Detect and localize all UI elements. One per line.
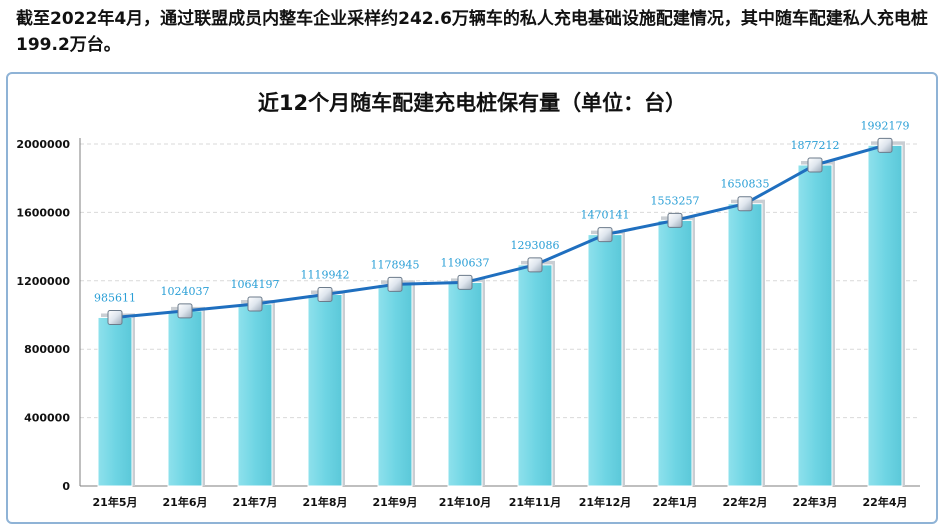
series-line xyxy=(114,143,886,319)
x-tick-label: 22年1月 xyxy=(653,495,698,509)
bar xyxy=(167,310,203,487)
y-tick-label: 1600000 xyxy=(16,206,70,219)
data-label: 1119942 xyxy=(301,268,350,281)
line-marker xyxy=(177,303,193,319)
x-tick-label: 21年11月 xyxy=(509,495,562,509)
line-marker xyxy=(667,212,683,228)
axis-layer: 0 400000 800000 1200000 1600000 2000000 21年5月 2… xyxy=(16,138,920,509)
line-marker xyxy=(807,157,823,173)
bar xyxy=(307,293,343,487)
bar xyxy=(97,316,133,487)
bar xyxy=(517,264,553,487)
line-marker xyxy=(107,309,123,325)
x-tick-label: 21年9月 xyxy=(373,495,418,509)
line-marker xyxy=(317,286,333,302)
bar xyxy=(727,203,763,487)
line-marker xyxy=(387,276,403,292)
data-label: 1064197 xyxy=(231,278,280,291)
grid-layer xyxy=(80,143,920,419)
data-label: 1190637 xyxy=(441,256,490,269)
bar xyxy=(237,303,273,487)
intro-paragraph: 截至2022年4月，通过联盟成员内整车企业采样约242.6万辆车的私人充电基础设… xyxy=(16,9,928,55)
y-tick-label: 800000 xyxy=(24,343,70,356)
x-tick-label: 22年4月 xyxy=(863,495,908,509)
x-tick-label: 21年12月 xyxy=(579,495,632,509)
bar xyxy=(447,281,483,487)
bar xyxy=(377,283,413,487)
data-label: 1992179 xyxy=(861,119,910,132)
x-tick-label: 22年2月 xyxy=(723,495,768,509)
bar-layer xyxy=(97,141,905,487)
line-marker xyxy=(527,257,543,273)
data-label: 985611 xyxy=(94,291,136,304)
y-tick-label: 0 xyxy=(62,480,70,493)
x-tick-label: 21年7月 xyxy=(233,495,278,509)
chart-title: 近12个月随车配建充电桩保有量（单位：台） xyxy=(258,91,686,115)
line-marker xyxy=(877,137,893,153)
x-tick-label: 21年5月 xyxy=(93,495,138,509)
bar xyxy=(587,234,623,487)
chart-svg: 近12个月随车配建充电桩保有量（单位：台） 0 400000 800000 12000… xyxy=(16,91,920,509)
data-label: 1470141 xyxy=(581,209,630,222)
data-label: 1553257 xyxy=(651,194,700,207)
data-label: 1877212 xyxy=(791,139,840,152)
data-label: 1293086 xyxy=(511,239,560,252)
y-tick-label: 1200000 xyxy=(16,275,70,288)
data-label: 1024037 xyxy=(161,285,210,298)
data-label: 1650835 xyxy=(721,178,770,191)
y-tick-label: 400000 xyxy=(24,412,70,425)
line-marker xyxy=(597,227,613,243)
x-tick-label: 21年8月 xyxy=(303,495,348,509)
bar xyxy=(867,144,903,487)
bar xyxy=(797,164,833,487)
line-marker xyxy=(457,274,473,290)
chart-frame: 近12个月随车配建充电桩保有量（单位：台） 0 400000 800000 12000… xyxy=(6,72,938,524)
x-tick-label: 21年10月 xyxy=(439,495,492,509)
line-layer xyxy=(107,137,893,325)
y-tick-label: 2000000 xyxy=(16,138,70,151)
x-tick-label: 21年6月 xyxy=(163,495,208,509)
line-marker xyxy=(737,196,753,212)
bar xyxy=(657,219,693,487)
data-label: 1178945 xyxy=(371,258,420,271)
line-marker xyxy=(247,296,263,312)
label-layer: 985611 1024037 1064197 1119942 1178945 119063… xyxy=(94,119,910,304)
x-tick-label: 22年3月 xyxy=(793,495,838,509)
